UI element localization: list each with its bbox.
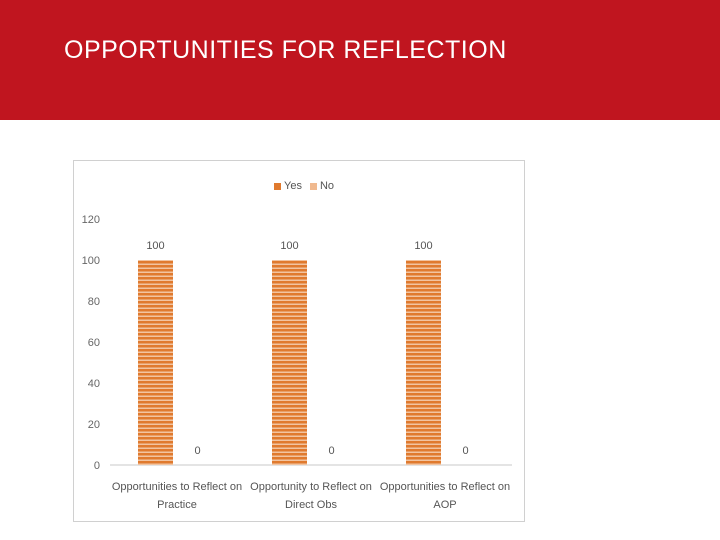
data-label-yes: 100 — [146, 240, 164, 252]
bar-yes — [406, 260, 441, 465]
chart-container: 0 20 40 60 80 100 120 100 0 Opportunities to Refl… — [73, 160, 525, 522]
x-tick-label: Direct Obs — [285, 499, 337, 511]
legend-item-yes: Yes — [274, 180, 302, 192]
legend-label-no: No — [319, 180, 335, 192]
data-label-no: 0 — [328, 445, 334, 457]
y-tick-label: 60 — [88, 337, 100, 349]
y-tick-label: 40 — [88, 378, 100, 390]
chart-legend: Yes No — [274, 180, 338, 192]
bar-chart: 0 20 40 60 80 100 120 100 0 Opportunities to Refl… — [82, 214, 512, 511]
x-tick-label: Opportunities to Reflect on — [112, 481, 242, 493]
data-label-yes: 100 — [280, 240, 298, 252]
slide-title: OPPORTUNITIES FOR REFLECTION — [64, 36, 507, 64]
y-tick-label: 120 — [82, 214, 100, 226]
y-tick-label: 0 — [94, 460, 100, 472]
legend-swatch-no — [309, 182, 317, 190]
x-tick-label: Opportunity to Reflect on — [250, 481, 372, 493]
legend-label-yes: Yes — [284, 180, 302, 192]
data-label-no: 0 — [462, 445, 468, 457]
bar-yes — [138, 260, 173, 465]
y-tick-label: 100 — [82, 255, 100, 267]
x-tick-label: Practice — [157, 499, 197, 511]
header-band — [0, 0, 720, 120]
data-label-no: 0 — [194, 445, 200, 457]
legend-swatch-yes — [274, 182, 281, 190]
data-label-yes: 100 — [414, 240, 432, 252]
y-tick-label: 20 — [88, 419, 100, 431]
y-tick-label: 80 — [88, 296, 100, 308]
x-tick-label: AOP — [433, 499, 456, 511]
legend-item-no: No — [309, 180, 335, 192]
bar-yes — [272, 260, 307, 465]
x-tick-label: Opportunities to Reflect on — [380, 481, 510, 493]
